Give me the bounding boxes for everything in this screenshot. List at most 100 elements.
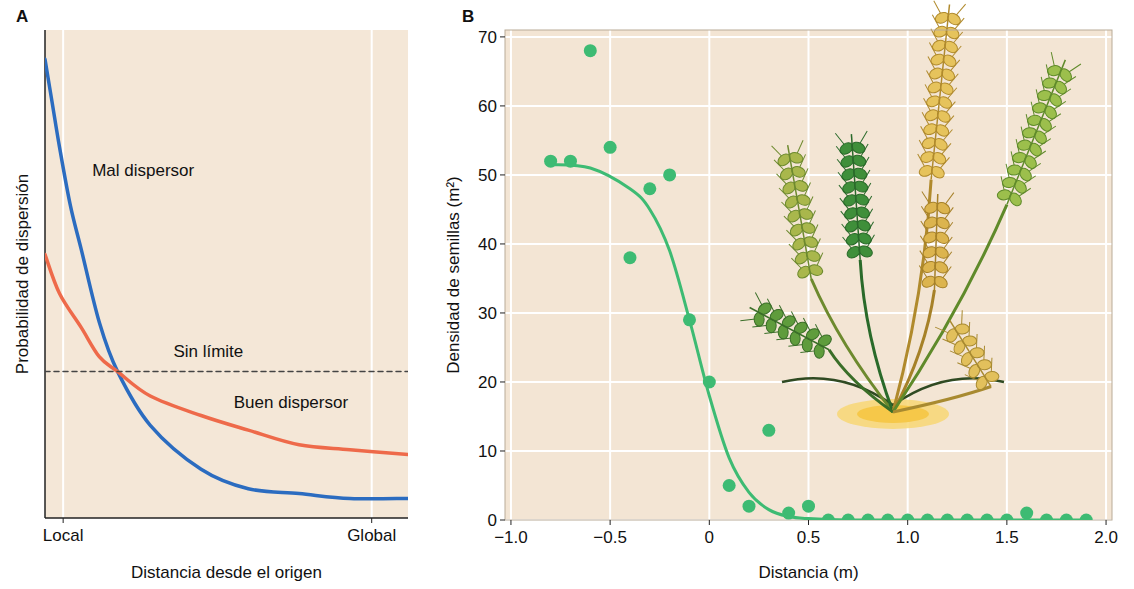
plant-head (918, 191, 953, 290)
y-tick (500, 312, 505, 313)
panel-letter: B (462, 7, 474, 26)
grid-line (907, 30, 909, 520)
x-tick-label: −1.0 (494, 528, 528, 547)
scatter-point (802, 500, 815, 513)
scatter-point (1020, 507, 1033, 520)
x-axis-line (45, 517, 408, 519)
x-tick-label: Global (347, 526, 396, 545)
y-tick-label: 40 (478, 235, 497, 254)
marks (544, 44, 1093, 520)
plant-grain (816, 333, 833, 349)
plant-rachis (1007, 60, 1065, 205)
plant-rachis (950, 320, 991, 386)
x-tick (907, 520, 908, 525)
scatter-point (643, 182, 656, 195)
plant-head (740, 292, 836, 363)
x-tick-label: 0 (705, 528, 714, 547)
plant-rachis (750, 307, 829, 349)
y-tick-label: 0 (488, 511, 497, 530)
x-tick (63, 518, 64, 523)
x-tick-label: 0.5 (797, 528, 821, 547)
plot-background (505, 30, 1112, 520)
panel: −1.0 −0.5 0 0.5 1.0 1.5 2.0 0 10 20 30 40 50 60 70 Dist… (444, 1, 1117, 582)
wheat-illustration (740, 1, 1081, 429)
x-tick (371, 518, 372, 523)
grid-line (371, 30, 373, 518)
x-tick (510, 520, 511, 525)
x-axis-title: Distancia desde el origen (131, 563, 322, 582)
scatter-point (723, 479, 736, 492)
y-tick (500, 520, 505, 521)
plot-frame (505, 30, 1112, 520)
x-tick (1006, 520, 1007, 525)
series-label: Sin límite (173, 342, 243, 361)
plot-background (45, 30, 408, 518)
figure: LocalGlobalDistancia desde el origenProb… (0, 0, 1134, 589)
grid-line (505, 450, 1112, 452)
plant-rachis (931, 4, 949, 179)
plant-head (772, 140, 827, 281)
grid-line (1006, 30, 1008, 520)
y-tick (500, 36, 505, 37)
y-tick (500, 174, 505, 175)
plant-head (992, 52, 1081, 210)
series-label: Mal dispersor (92, 161, 194, 180)
x-tick-label: −0.5 (593, 528, 627, 547)
plant-stem (829, 350, 893, 412)
grid-line (505, 36, 1112, 38)
y-tick (500, 243, 505, 244)
grid-line (708, 30, 710, 520)
y-tick (500, 450, 505, 451)
plant-rachis (788, 145, 812, 279)
x-tick-label: 2.0 (1094, 528, 1118, 547)
x-tick (709, 520, 710, 525)
scatter-point (623, 251, 636, 264)
y-axis-title: Densidad de semillas (m²) (444, 176, 463, 373)
y-tick-label: 30 (478, 304, 497, 323)
plant-rachis (934, 194, 937, 290)
y-tick-label: 10 (478, 442, 497, 461)
y-tick-label: 70 (478, 28, 497, 47)
grid-line (505, 312, 1112, 314)
series-line (551, 165, 1087, 520)
y-tick-label: 60 (478, 97, 497, 116)
grid-line (510, 30, 512, 520)
x-tick-label: 1.0 (896, 528, 920, 547)
panel: LocalGlobalDistancia desde el origenProb… (13, 7, 408, 582)
grid-line (505, 105, 1112, 107)
grid-line (505, 381, 1112, 383)
plant-rachis (851, 134, 860, 260)
series-label: Buen dispersor (234, 393, 349, 412)
x-tick-label: Local (43, 526, 84, 545)
scatter-point (742, 500, 755, 513)
x-tick (610, 520, 611, 525)
scatter-point (663, 168, 676, 181)
series-line (45, 59, 408, 499)
plant-head (915, 1, 965, 181)
y-tick-label: 50 (478, 166, 497, 185)
marks (45, 59, 408, 499)
plant-head (935, 310, 1005, 395)
scatter-point (762, 424, 775, 437)
grid-line (609, 30, 611, 520)
y-axis-line (44, 30, 46, 518)
y-tick (500, 381, 505, 382)
x-tick-label: 1.5 (995, 528, 1019, 547)
plant-stem (893, 387, 991, 412)
x-axis-title: Distancia (m) (758, 563, 858, 582)
scatter-point (604, 141, 617, 154)
grid-line (1105, 30, 1107, 520)
x-tick (808, 520, 809, 525)
panel-letter: A (16, 7, 28, 26)
plant-stem (811, 279, 893, 412)
plant-stem (893, 205, 1007, 412)
y-tick-label: 20 (478, 373, 497, 392)
plant-stem (893, 180, 931, 412)
series-line (45, 254, 408, 454)
plant-head (835, 131, 876, 261)
scatter-point (584, 44, 597, 57)
x-tick (1106, 520, 1107, 525)
series-line (45, 371, 408, 373)
plant-stem (893, 290, 934, 412)
grid-line (62, 30, 64, 518)
